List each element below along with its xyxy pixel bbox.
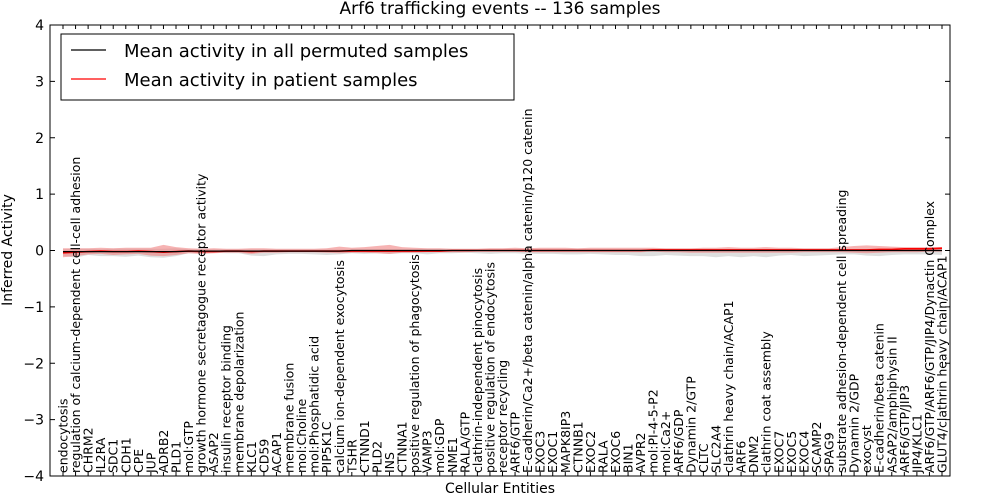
x-tick-label: KLC1 [244,441,259,473]
x-tick-label: ASAP2 [206,432,221,473]
x-tick-label: ARF6 [734,441,749,473]
x-tick-label: JIP4/KLC1 [909,414,924,474]
x-tick-label: mol:PI-4-5-P2 [646,389,661,473]
x-tick-label: positive regulation of phagocytosis [407,254,422,473]
x-tick-label: ARF6/GTP [508,412,523,473]
x-tick-label: endocytosis [56,398,71,473]
x-tick-label: CD59 [256,439,271,473]
x-tick-label: CHRM2 [81,427,96,473]
x-tick-label: AVPR2 [633,433,648,473]
y-tick-label: −1 [23,300,44,316]
x-tick-label: EXOC7 [771,431,786,473]
x-tick-label: ASAP2/amphiphysin II [884,336,899,473]
x-axis-label: Cellular Entities [445,481,555,497]
lines [62,247,943,254]
x-tick-label: E-cadherin/Ca2+/beta catenin/alpha caten… [520,108,535,473]
y-tick-label: 2 [35,131,44,147]
x-tick-label: ARF6/GTP/JIP3 [897,385,912,473]
x-tick-label: Dynamin 2/GTP [683,376,698,473]
y-tick-label: −2 [23,356,44,372]
x-tick-label: ARF6/GDP [671,409,686,473]
y-tick-label: 0 [35,244,44,260]
x-tick-label: receptor recycling [495,360,510,473]
x-tick-label: VAMP3 [420,430,435,473]
legend-label-patient: Mean activity in patient samples [124,70,418,91]
x-tick-label: DNM2 [746,435,761,473]
y-tick-label: 3 [35,74,44,90]
x-tick-label: PLD2 [369,441,384,473]
legend: Mean activity in all permuted samples Me… [60,33,515,101]
x-tick-label: clathrin coat assembly [759,331,774,473]
x-tick-label: mol:Phosphatidic acid [307,336,322,473]
x-tick-label: CPE [131,449,146,473]
x-tick-label: ARF6/GTP/ARF6/GTP/JIP4/Dynactin Complex [922,201,937,473]
x-tick-label: positive regulation of endocytosis [482,262,497,473]
x-tick-label: regulation of calcium-dependent cell-cel… [68,157,83,473]
y-tick-label: 4 [35,18,44,34]
x-tick-label: mol:Ca2+ [658,411,673,473]
y-tick-label: −3 [23,413,44,429]
x-tick-label: SDC1 [106,439,121,473]
x-tick-label: ADRB2 [156,430,171,473]
x-tick-label: calcium ion-dependent exocytosis [332,260,347,473]
x-tick-label: CTNND1 [357,420,372,473]
x-tick-label: CTNNA1 [395,421,410,473]
x-tick-label: insulin receptor binding [219,325,234,473]
chart-title: Arf6 trafficking events -- 136 samples [339,0,660,19]
x-tick-label: RALA [596,440,611,473]
x-tick-label: RALA/GTP [457,411,472,473]
x-tick-label: SPAG9 [822,432,837,473]
x-tick-label: EXOC5 [784,431,799,473]
x-tick-label: EXOC3 [533,431,548,473]
x-tick-label: Dynamin 2/GDP [847,373,862,473]
x-tick-label: ACAP1 [269,432,284,473]
x-tick-label: EXOC4 [796,431,811,473]
x-tick-label: SLC2A4 [709,425,724,473]
y-axis-label: Inferred Activity [0,194,16,306]
y-tick-label: −4 [23,469,44,485]
y-axis: −4 −3 −2 −1 0 1 2 3 4 [23,18,950,485]
legend-label-permuted: Mean activity in all permuted samples [124,41,468,62]
x-tick-label: membrane depolarization [231,312,246,473]
x-tick-label: mol:Choline [294,398,309,473]
x-tick-label: NME1 [445,437,460,473]
x-tick-label: CDH1 [118,437,133,473]
x-tick-label: CLTC [696,443,711,473]
x-tick-label: clathrin-independent pinocytosis [470,268,485,473]
x-tick-label: substrate adhesion-dependent cell spread… [834,190,849,473]
x-tick-label: EXOC1 [545,431,560,473]
x-tick-label: mol:GTP [181,421,196,473]
x-tick-label: IL2RA [93,437,108,473]
x-tick-label: JUP [143,452,158,474]
legend-box [60,33,515,101]
x-tick-label: exocyst [859,425,874,473]
y-tick-label: 1 [35,187,44,203]
x-tick-label: GLUT4/clathrin heavy chain/ACAP1 [935,255,950,473]
permuted-line [63,249,942,253]
x-tick-label: PLD1 [169,441,184,473]
x-tick-label: E-cadherin/beta catenin [872,323,887,473]
x-tick-label: SCAMP2 [809,422,824,474]
x-tick-label: TSHR [344,439,359,474]
x-tick-label: membrane fusion [282,363,297,473]
x-tick-label: EXOC6 [608,431,623,473]
x-tick-label: mol:GDP [432,418,447,473]
x-tick-label: MAPK8IP3 [558,411,573,473]
x-tick-label: PIP5K1C [319,421,334,473]
x-tick-label: growth hormone secretagogue receptor act… [194,173,209,473]
x-tick-label: clathrin heavy chain/ACAP1 [721,300,736,473]
x-tick-label: CTNNB1 [570,421,585,473]
x-tick-label: INS [382,452,397,473]
x-tick-label: BIN1 [621,443,636,473]
x-tick-label: EXOC2 [583,431,598,473]
